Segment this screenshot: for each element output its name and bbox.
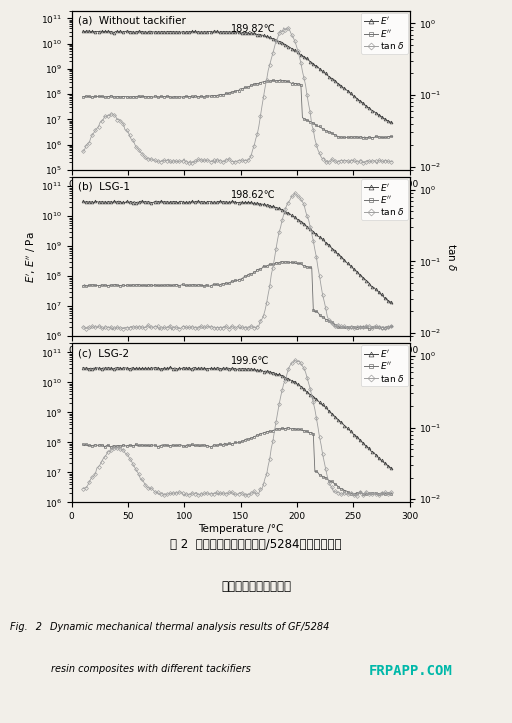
X-axis label: Temperature /°C: Temperature /°C xyxy=(198,524,283,534)
Text: 199.6℃: 199.6℃ xyxy=(230,356,269,366)
Legend: $E'$, $E''$, tan $\delta$: $E'$, $E''$, tan $\delta$ xyxy=(361,12,408,54)
Legend: $E'$, $E''$, tan $\delta$: $E'$, $E''$, tan $\delta$ xyxy=(361,179,408,220)
Text: Fig.  2  Dynamic mechanical thermal analysis results of GF/5284: Fig. 2 Dynamic mechanical thermal analys… xyxy=(10,623,330,633)
Text: (a)  Without tackifier: (a) Without tackifier xyxy=(78,16,186,25)
Text: 图 2  不同定位胶黏剂对玻纤/5284树脂复合材料: 图 2 不同定位胶黏剂对玻纤/5284树脂复合材料 xyxy=(170,539,342,552)
Text: 189.82℃: 189.82℃ xyxy=(230,24,275,33)
Text: (b)  LSG-1: (b) LSG-1 xyxy=(78,182,131,192)
X-axis label: Temperature /°C: Temperature /°C xyxy=(198,192,283,202)
Text: FRPAPP.COM: FRPAPP.COM xyxy=(369,664,453,678)
Legend: $E'$, $E''$, tan $\delta$: $E'$, $E''$, tan $\delta$ xyxy=(361,345,408,386)
Y-axis label: tan $\delta$: tan $\delta$ xyxy=(446,243,458,270)
X-axis label: Temperature /°C: Temperature /°C xyxy=(198,358,283,368)
Text: (c)  LSG-2: (c) LSG-2 xyxy=(78,348,130,358)
Text: 动态力学热分析的影响: 动态力学热分析的影响 xyxy=(221,581,291,594)
Text: resin composites with different tackifiers: resin composites with different tackifie… xyxy=(51,664,251,675)
Y-axis label: $E'$, $E''$ / Pa: $E'$, $E''$ / Pa xyxy=(25,231,38,283)
Text: 198.62℃: 198.62℃ xyxy=(230,190,275,200)
